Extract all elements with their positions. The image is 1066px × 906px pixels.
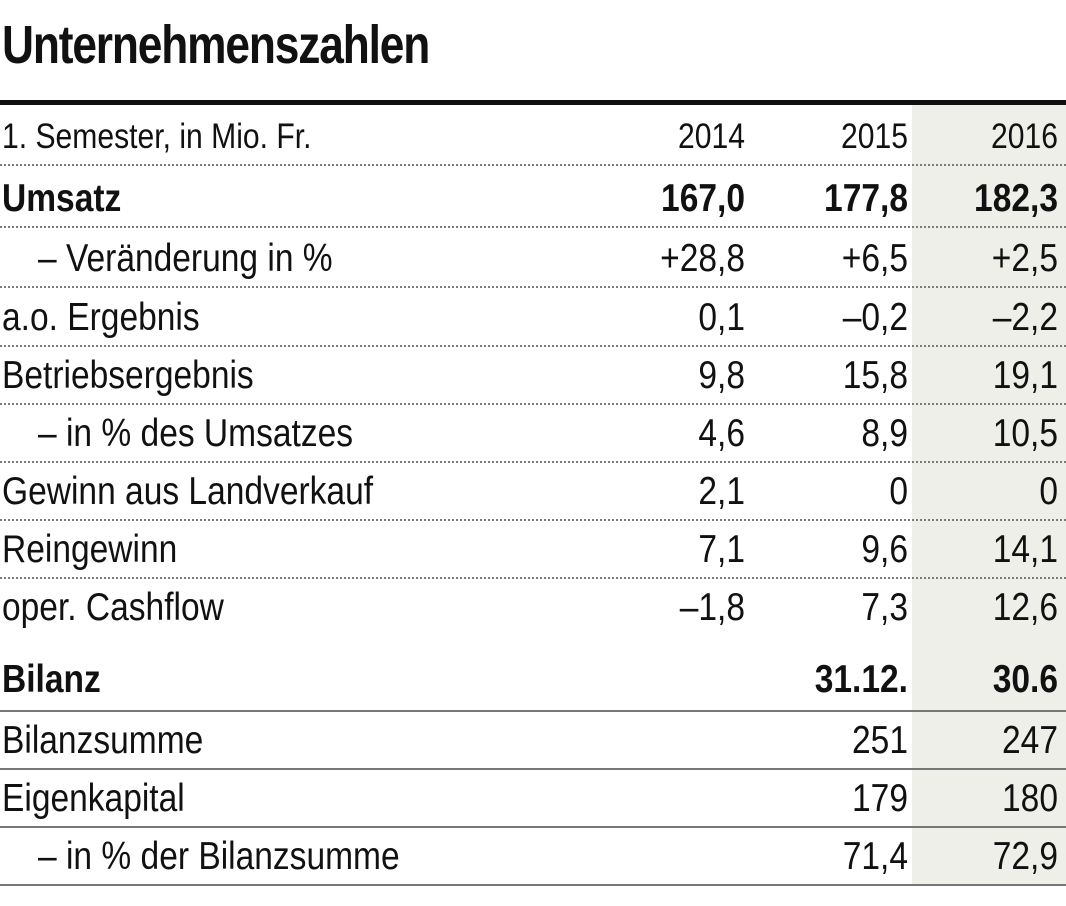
value-2014: 0,1 (698, 296, 745, 339)
value-2015: 179 (852, 777, 908, 820)
table-row-operating-result: Betriebsergebnis 9,8 15,8 19,1 (0, 347, 1066, 405)
table-row-operating-cashflow: oper. Cashflow –1,8 7,3 12,6 (0, 579, 1066, 637)
table-row-operating-margin: – in % des Umsatzes 4,6 8,9 10,5 (0, 405, 1066, 463)
value-2016: +2,5 (991, 237, 1058, 280)
value-2015: 15,8 (842, 354, 908, 397)
balance-row-total-assets: Bilanzsumme 251 247 (0, 712, 1066, 770)
balance-header-row: Bilanz 31.12. 30.6 (0, 648, 1066, 712)
value-2015: 0 (889, 470, 908, 513)
row-label: a.o. Ergebnis (2, 296, 200, 339)
row-label: – in % der Bilanzsumme (38, 835, 400, 878)
value-2014: +28,8 (660, 237, 745, 280)
row-label: Umsatz (2, 177, 122, 220)
page-title: Unternehmenszahlen (2, 15, 430, 75)
table-row-land-sale-gain: Gewinn aus Landverkauf 2,1 0 0 (0, 463, 1066, 521)
value-2016: 247 (1002, 719, 1058, 762)
highlight-column-2016 (912, 105, 1066, 885)
value-2015: –0,2 (842, 296, 908, 339)
row-label: Reingewinn (2, 528, 178, 571)
value-2016: 10,5 (992, 412, 1058, 455)
value-2014: 4,6 (698, 412, 745, 455)
balance-date-2016: 30.6 (992, 658, 1058, 701)
row-label: oper. Cashflow (2, 586, 224, 629)
value-2015: +6,5 (841, 237, 908, 280)
value-2016: 14,1 (992, 528, 1058, 571)
table-row-change-percent: – Veränderung in % +28,8 +6,5 +2,5 (0, 230, 1066, 288)
table-header-row: 1. Semester, in Mio. Fr. 2014 2015 2016 (0, 108, 1066, 166)
value-2015: 71,4 (842, 835, 908, 878)
table-row-extraordinary-result: a.o. Ergebnis 0,1 –0,2 –2,2 (0, 289, 1066, 347)
balance-title: Bilanz (2, 658, 101, 701)
row-label: Bilanzsumme (2, 719, 204, 762)
value-2016: 182,3 (974, 177, 1058, 220)
value-2014: 9,8 (698, 354, 745, 397)
value-2014: 167,0 (661, 177, 745, 220)
value-2016: 12,6 (992, 586, 1058, 629)
balance-row-equity: Eigenkapital 179 180 (0, 770, 1066, 828)
value-2015: 177,8 (824, 177, 908, 220)
header-2016: 2016 (991, 117, 1058, 156)
value-2016: 180 (1002, 777, 1058, 820)
value-2016: –2,2 (992, 296, 1058, 339)
value-2016: 72,9 (992, 835, 1058, 878)
value-2015: 9,6 (861, 528, 908, 571)
row-label: Gewinn aus Landverkauf (2, 470, 374, 513)
header-2014: 2014 (678, 117, 745, 156)
balance-date-2015: 31.12. (814, 658, 908, 701)
value-2015: 7,3 (861, 586, 908, 629)
value-2015: 8,9 (861, 412, 908, 455)
balance-row-equity-ratio: – in % der Bilanzsumme 71,4 72,9 (0, 828, 1066, 886)
value-2016: 19,1 (992, 354, 1058, 397)
table-row-net-profit: Reingewinn 7,1 9,6 14,1 (0, 521, 1066, 579)
header-2015: 2015 (841, 117, 908, 156)
value-2014: 7,1 (698, 528, 745, 571)
row-label: Betriebsergebnis (2, 354, 254, 397)
value-2016: 0 (1039, 470, 1058, 513)
value-2014: 2,1 (698, 470, 745, 513)
value-2015: 251 (852, 719, 908, 762)
row-label: Eigenkapital (2, 777, 185, 820)
row-label: – Veränderung in % (38, 237, 333, 280)
table-row-umsatz: Umsatz 167,0 177,8 182,3 (0, 170, 1066, 228)
row-label: – in % des Umsatzes (38, 412, 354, 455)
top-divider (0, 100, 1066, 105)
value-2014: –1,8 (679, 586, 745, 629)
header-label: 1. Semester, in Mio. Fr. (2, 117, 312, 156)
